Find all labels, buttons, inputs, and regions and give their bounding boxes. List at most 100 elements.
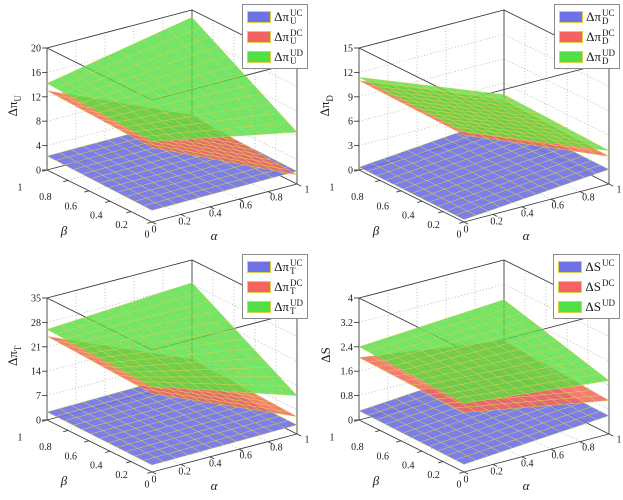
legend-label-subscript: D bbox=[602, 35, 609, 46]
y-tick-label: 0.8 bbox=[351, 442, 364, 453]
legend-item-UD: ΔS UD bbox=[558, 297, 615, 316]
y-tick-label: 0.6 bbox=[65, 201, 78, 212]
legend-label-subscript: U bbox=[290, 55, 297, 66]
legend-item-DC: Δπ DC D bbox=[559, 27, 615, 46]
surface-UD bbox=[46, 17, 298, 142]
legend-label-base: Δπ bbox=[274, 49, 289, 64]
legend-label-scripts: UD D bbox=[602, 48, 615, 65]
legend-label-UD: ΔS UD bbox=[585, 298, 615, 315]
tick-labels: 0 0.2 0.4 0.6 0.8 1 0 0.2 0.4 0.6 0.8 1 0 0.8 1.6 2.4 3.… bbox=[330, 294, 622, 494]
z-tick-label: 20 bbox=[31, 44, 41, 55]
x-tick-label: 0.2 bbox=[490, 217, 503, 228]
x-tick-label: 0 bbox=[464, 475, 469, 486]
y-axis-title: β bbox=[60, 473, 68, 488]
subplot-bottom-left: 0 0.2 0.4 0.6 0.8 1 0 0.2 0.4 0.6 0.8 1 0 7 14 21 28 35 α β… bbox=[0, 250, 311, 499]
legend-label-DC: Δπ DC D bbox=[586, 27, 615, 46]
y-tick-label: 0.8 bbox=[351, 192, 364, 203]
y-axis-title: β bbox=[60, 223, 68, 238]
surface-UD bbox=[46, 282, 298, 396]
y-tick-label: 1 bbox=[18, 433, 23, 444]
legend-label-scripts: UC bbox=[602, 257, 615, 275]
z-tick-label: 9 bbox=[348, 92, 353, 103]
legend-label-superscript: DC bbox=[602, 277, 615, 288]
z-tick-label: 16 bbox=[31, 68, 41, 79]
z-axis-title: ΔπU bbox=[5, 95, 23, 117]
x-tick-label: 0.4 bbox=[521, 209, 534, 220]
legend-swatch-UC bbox=[247, 10, 272, 23]
subplot-top-left: 0 0.2 0.4 0.6 0.8 1 0 0.2 0.4 0.6 0.8 1 0 4 8 12 16 20 α β Δ… bbox=[0, 0, 311, 249]
tick-labels: 0 0.2 0.4 0.6 0.8 1 0 0.2 0.4 0.6 0.8 1 0 3 6 9 12 15 α β bbox=[330, 44, 622, 244]
z-tick-label: 28 bbox=[31, 318, 41, 329]
y-tick-label: 0.6 bbox=[377, 451, 390, 462]
y-tick-label: 0.4 bbox=[90, 211, 103, 222]
surface-UD bbox=[358, 77, 610, 151]
legend-swatch-DC bbox=[247, 280, 272, 293]
front-axes bbox=[42, 47, 302, 225]
legend-label-subscript: T bbox=[290, 285, 296, 296]
x-tick-label: 0.6 bbox=[552, 451, 565, 462]
front-axes bbox=[354, 297, 614, 475]
y-tick-label: 0 bbox=[145, 480, 150, 491]
subplot-bottom-right: 0 0.2 0.4 0.6 0.8 1 0 0.2 0.4 0.6 0.8 1 0 0.8 1.6 2.4 3.… bbox=[312, 250, 623, 499]
x-tick-label: 0.6 bbox=[240, 201, 253, 212]
x-tick-label: 0.4 bbox=[209, 459, 222, 470]
legend-box: ΔS UC ΔS DC ΔS UD bbox=[553, 254, 620, 319]
x-tick-label: 0 bbox=[464, 225, 469, 236]
legend-box: Δπ UC T Δπ DC T Δπ UD T bbox=[242, 254, 308, 319]
legend-label-superscript: UC bbox=[602, 7, 615, 18]
x-tick-label: 1 bbox=[305, 185, 310, 196]
z-tick-label: 35 bbox=[31, 294, 41, 305]
legend-label-base: Δπ bbox=[274, 9, 289, 24]
legend-label-superscript: DC bbox=[290, 27, 303, 38]
legend-label-superscript: UC bbox=[602, 257, 615, 268]
legend-label-superscript: UC bbox=[290, 7, 303, 18]
legend-item-DC: Δπ DC T bbox=[247, 277, 303, 296]
x-tick-label: 1 bbox=[617, 435, 622, 446]
y-tick-label: 0.6 bbox=[377, 201, 390, 212]
legend-label-scripts: UD bbox=[602, 298, 615, 315]
z-tick-label: 7 bbox=[36, 391, 41, 402]
legend-label-scripts: DC T bbox=[290, 278, 303, 296]
legend-swatch-UD bbox=[247, 300, 272, 313]
z-tick-label: 21 bbox=[31, 342, 41, 353]
legend-swatch-UC bbox=[247, 260, 272, 273]
legend-label-base: Δπ bbox=[274, 29, 289, 44]
x-tick-label: 0 bbox=[152, 225, 157, 236]
z-tick-label: 0.8 bbox=[341, 391, 354, 402]
tick-labels: 0 0.2 0.4 0.6 0.8 1 0 0.2 0.4 0.6 0.8 1 0 4 8 12 16 20 α β bbox=[18, 44, 310, 244]
y-tick-label: 0.4 bbox=[402, 211, 415, 222]
legend-swatch-DC bbox=[559, 30, 584, 43]
legend-swatch-DC bbox=[247, 30, 272, 43]
legend-item-DC: Δπ DC U bbox=[247, 27, 303, 46]
x-tick-label: 0 bbox=[152, 475, 157, 486]
legend-label-subscript bbox=[602, 307, 615, 315]
legend-item-UD: Δπ UD D bbox=[559, 47, 615, 66]
legend-label-scripts: DC D bbox=[602, 27, 615, 46]
legend-label-base: Δπ bbox=[586, 49, 601, 64]
x-tick-label: 0.4 bbox=[521, 459, 534, 470]
legend-label-scripts: DC bbox=[602, 277, 615, 295]
legend-label-subscript bbox=[602, 267, 615, 275]
tick-labels: 0 0.2 0.4 0.6 0.8 1 0 0.2 0.4 0.6 0.8 1 0 7 14 21 28 35 α β bbox=[18, 294, 310, 494]
x-tick-label: 0.4 bbox=[209, 209, 222, 220]
x-tick-label: 0.2 bbox=[178, 217, 191, 228]
x-tick-label: 0.2 bbox=[178, 467, 191, 478]
plot-delta-S: 0 0.2 0.4 0.6 0.8 1 0 0.2 0.4 0.6 0.8 1 0 0.8 1.6 2.4 3.… bbox=[330, 259, 622, 494]
x-tick-label: 0.8 bbox=[270, 443, 283, 454]
legend-label-UD: Δπ UD U bbox=[274, 48, 303, 66]
z-axis-title: ΔS bbox=[318, 347, 333, 363]
x-axis-title: α bbox=[211, 478, 219, 493]
legend-label-UC: Δπ UC T bbox=[274, 258, 302, 275]
z-tick-label: 6 bbox=[348, 117, 353, 128]
legend-label-UD: Δπ UD T bbox=[274, 298, 303, 315]
y-tick-label: 0.2 bbox=[115, 470, 128, 481]
y-tick-label: 0 bbox=[145, 230, 150, 241]
z-tick-label: 0 bbox=[348, 416, 353, 427]
legend-label-base: ΔS bbox=[585, 279, 601, 294]
legend-label-subscript: U bbox=[290, 35, 297, 46]
x-axis-title: α bbox=[211, 228, 219, 243]
legend-label-UC: Δπ UC D bbox=[586, 7, 615, 25]
legend-label-base: ΔS bbox=[585, 299, 601, 314]
legend-label-superscript: DC bbox=[602, 27, 615, 38]
z-axis-title: ΔπT bbox=[5, 345, 23, 367]
